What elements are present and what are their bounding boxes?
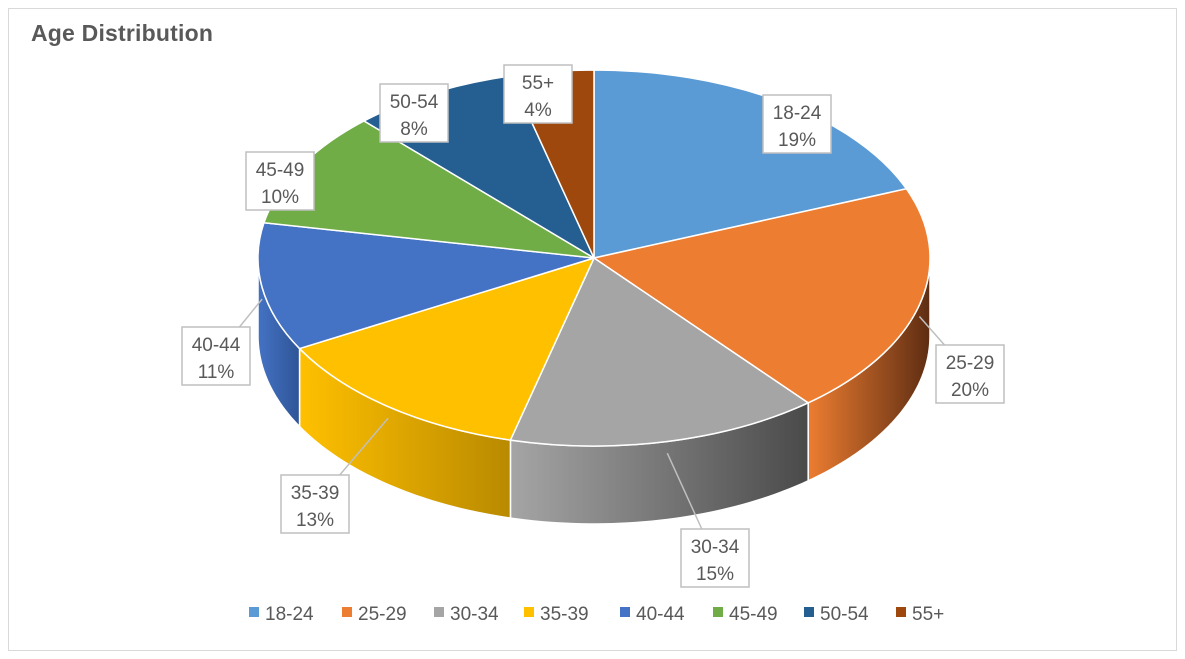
data-label-box (245, 151, 315, 211)
data-label-percent: 20% (951, 380, 989, 401)
legend-item-50-54[interactable]: 50-54 (804, 604, 869, 625)
legend-item-35-39[interactable]: 35-39 (524, 604, 589, 625)
data-label-percent: 11% (198, 362, 235, 383)
pie-top-faces (257, 69, 931, 447)
pie-slice-40-44[interactable] (257, 221, 595, 350)
legend-label: 30-34 (450, 604, 499, 625)
data-label-percent: 10% (261, 187, 299, 208)
data-label-category: 18-24 (773, 103, 822, 124)
pie-slice-25-29[interactable] (592, 187, 931, 404)
data-label-percent: 13% (296, 510, 334, 531)
legend-item-55+[interactable]: 55+ (896, 604, 944, 625)
legend-label: 45-49 (729, 604, 778, 625)
legend-item-45-49[interactable]: 45-49 (713, 604, 778, 625)
legend-label: 40-44 (636, 604, 685, 625)
data-label-box (680, 528, 750, 588)
data-label-category: 50-54 (390, 92, 439, 113)
pie-slice-30-34[interactable] (509, 256, 810, 447)
legend-swatch (896, 607, 906, 617)
legend-item-25-29[interactable]: 25-29 (342, 604, 407, 625)
legend-label: 25-29 (358, 604, 407, 625)
legend-label: 50-54 (820, 604, 869, 625)
data-label-box (503, 64, 573, 124)
legend-item-40-44[interactable]: 40-44 (620, 604, 685, 625)
data-label-box (935, 344, 1005, 404)
legend: 18-24 25-29 30-34 35-39 40-44 45-49 50-54 55+ (249, 604, 944, 625)
chart-title: Age Distribution (31, 20, 214, 46)
data-labels: 18-24 19% 25-29 20% 30-34 15% 35-39 13% 40-44 11%… (181, 64, 1005, 588)
legend-swatch (524, 607, 534, 617)
data-label-category: 55+ (522, 73, 554, 94)
data-label-percent: 15% (696, 564, 734, 585)
legend-swatch (713, 607, 723, 617)
data-label-box (280, 474, 350, 534)
data-label-box (379, 83, 449, 143)
legend-item-18-24[interactable]: 18-24 (249, 604, 314, 625)
leader-line (238, 298, 263, 328)
legend-label: 35-39 (540, 604, 589, 625)
data-label-box (762, 94, 832, 154)
legend-swatch (342, 607, 352, 617)
legend-label: 55+ (912, 604, 944, 625)
data-label-percent: 8% (400, 119, 428, 140)
leader-line (918, 316, 946, 346)
data-label-category: 30-34 (691, 537, 740, 558)
data-label-category: 45-49 (256, 160, 305, 181)
legend-item-30-34[interactable]: 30-34 (434, 604, 499, 625)
leader-line (339, 417, 389, 476)
data-label-percent: 19% (778, 130, 816, 151)
leader-line (666, 452, 703, 530)
legend-label: 18-24 (265, 604, 314, 625)
pie-slice-35-39[interactable] (298, 256, 596, 441)
data-label-category: 25-29 (946, 353, 995, 374)
legend-swatch (434, 607, 444, 617)
legend-swatch (249, 607, 259, 617)
data-label-percent: 4% (524, 100, 552, 121)
legend-swatch (620, 607, 630, 617)
data-label-box (181, 326, 251, 386)
data-label-category: 40-44 (192, 335, 241, 356)
legend-swatch (804, 607, 814, 617)
data-label-category: 35-39 (291, 483, 340, 504)
